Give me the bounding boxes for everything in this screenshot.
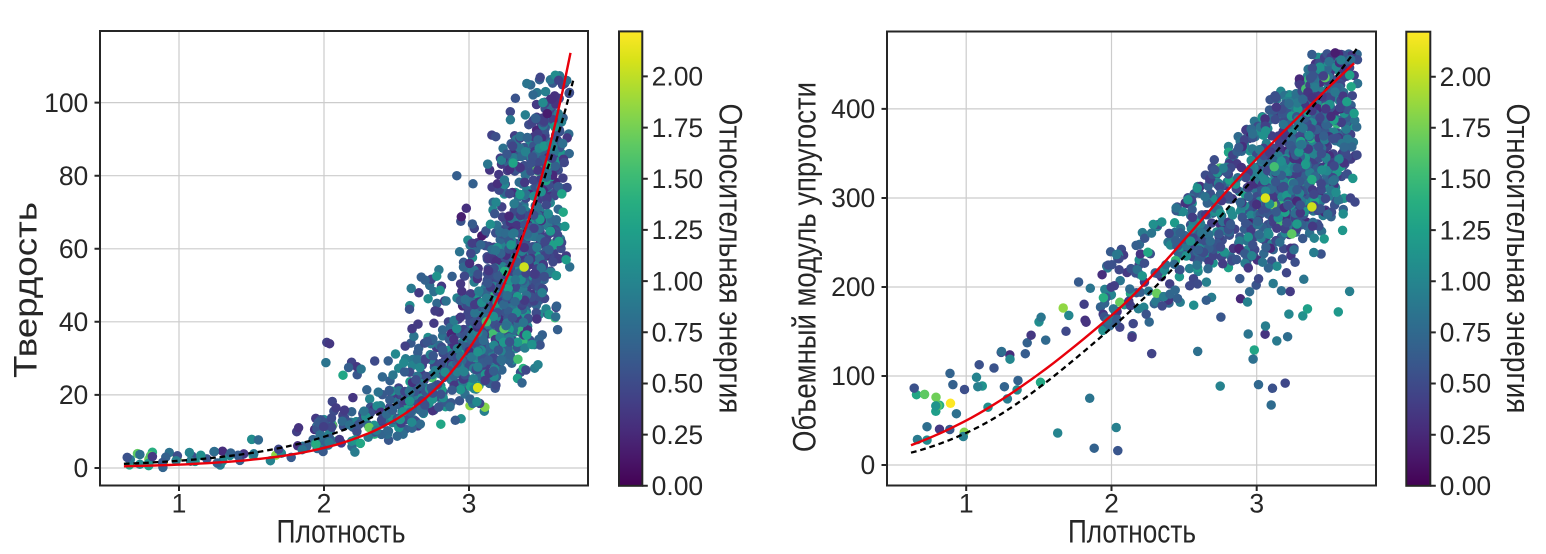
svg-text:0.50: 0.50 bbox=[652, 369, 704, 399]
svg-text:Относительная энергия: Относительная энергия bbox=[712, 104, 748, 414]
svg-text:Относительная энергия: Относительная энергия bbox=[1500, 104, 1536, 414]
svg-text:1.75: 1.75 bbox=[1440, 113, 1492, 143]
svg-text:0.00: 0.00 bbox=[1440, 471, 1492, 501]
svg-text:1.50: 1.50 bbox=[652, 164, 704, 194]
svg-text:Твердость: Твердость bbox=[8, 202, 44, 378]
svg-text:40: 40 bbox=[59, 307, 88, 337]
svg-text:1.00: 1.00 bbox=[652, 266, 704, 296]
svg-text:2: 2 bbox=[1104, 489, 1119, 519]
svg-text:400: 400 bbox=[831, 94, 875, 124]
svg-text:2: 2 bbox=[317, 489, 332, 519]
svg-text:1.75: 1.75 bbox=[652, 113, 704, 143]
svg-text:0.50: 0.50 bbox=[1440, 369, 1492, 399]
svg-text:80: 80 bbox=[59, 161, 88, 191]
svg-text:0.75: 0.75 bbox=[652, 318, 704, 348]
svg-text:1: 1 bbox=[172, 489, 187, 519]
svg-text:0.25: 0.25 bbox=[652, 420, 704, 450]
svg-text:300: 300 bbox=[831, 183, 875, 213]
svg-text:2.00: 2.00 bbox=[1440, 62, 1492, 92]
svg-text:Объемный модуль упругости: Объемный модуль упругости bbox=[787, 82, 823, 452]
svg-text:1.00: 1.00 bbox=[1440, 267, 1492, 297]
svg-text:3: 3 bbox=[462, 489, 477, 519]
svg-text:200: 200 bbox=[831, 272, 875, 302]
svg-text:0: 0 bbox=[861, 450, 876, 480]
svg-text:1.25: 1.25 bbox=[652, 215, 704, 245]
svg-text:0.25: 0.25 bbox=[1440, 420, 1492, 450]
svg-text:1.50: 1.50 bbox=[1440, 164, 1492, 194]
svg-text:100: 100 bbox=[44, 88, 88, 118]
svg-text:1: 1 bbox=[959, 489, 974, 519]
svg-text:20: 20 bbox=[59, 380, 88, 410]
svg-text:0: 0 bbox=[74, 453, 89, 483]
svg-text:Плотность: Плотность bbox=[277, 513, 406, 549]
svg-text:0.75: 0.75 bbox=[1440, 318, 1492, 348]
svg-text:1.25: 1.25 bbox=[1440, 215, 1492, 245]
svg-text:3: 3 bbox=[1249, 489, 1264, 519]
svg-text:Плотность: Плотность bbox=[1068, 513, 1196, 549]
svg-text:60: 60 bbox=[59, 234, 88, 264]
svg-text:100: 100 bbox=[831, 361, 875, 391]
svg-text:0.00: 0.00 bbox=[652, 471, 704, 501]
svg-text:2.00: 2.00 bbox=[652, 62, 704, 92]
